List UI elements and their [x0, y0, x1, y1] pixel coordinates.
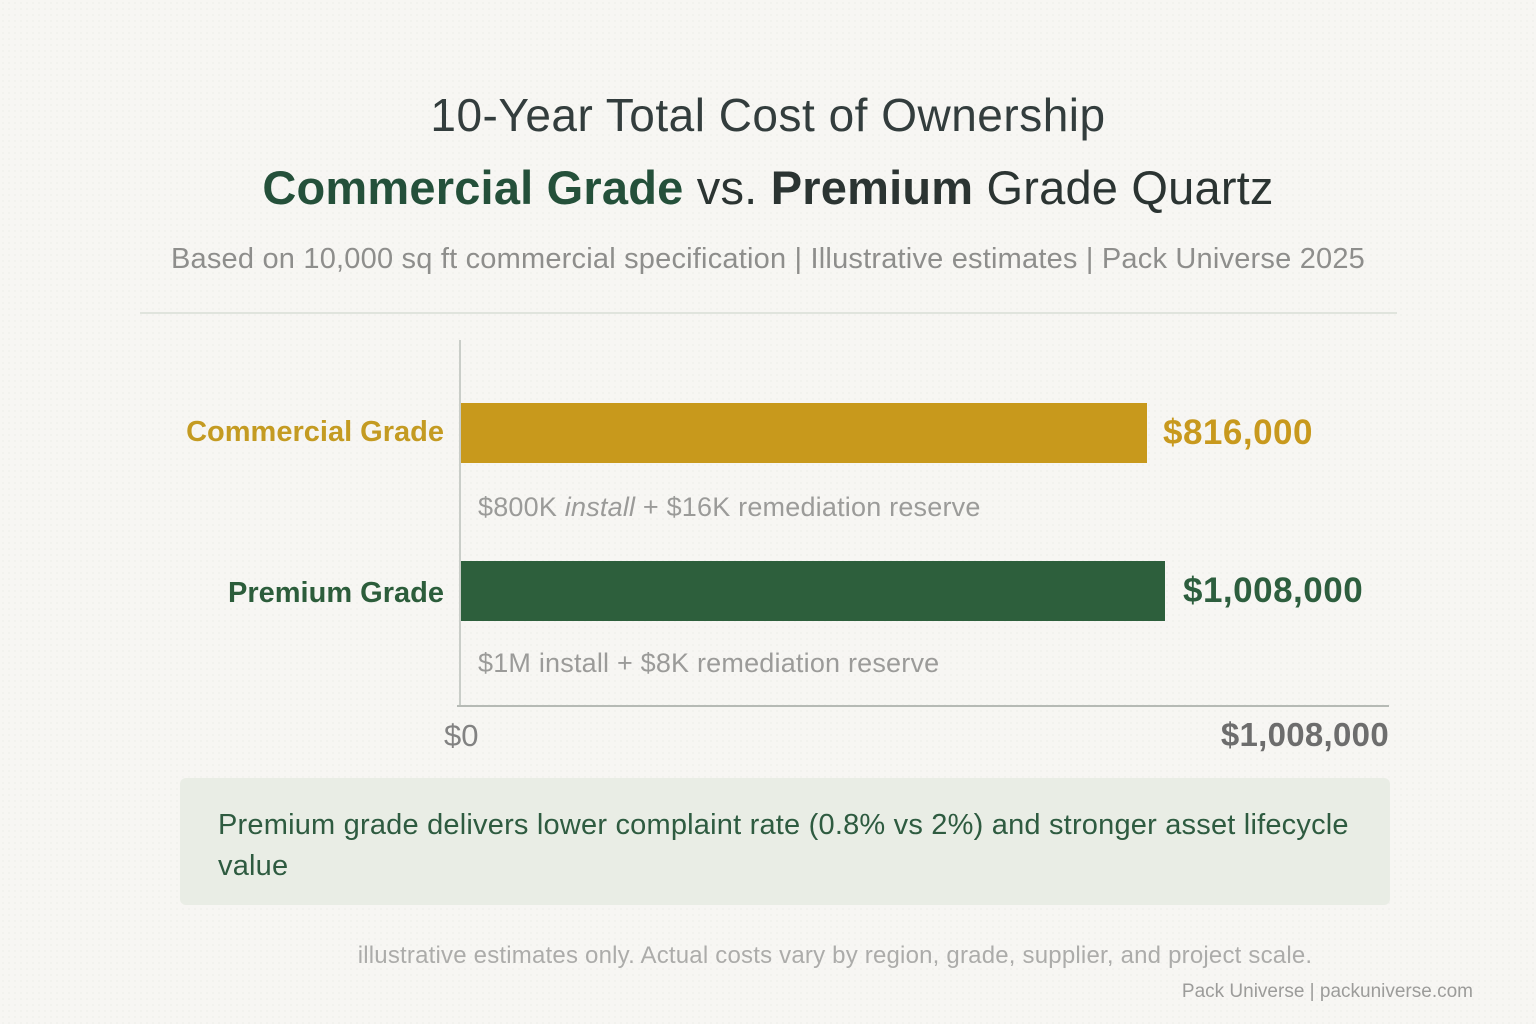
annotation-premium-prefix: $1M install + $8K remediation reserve [478, 648, 940, 678]
key-takeaway-text: Premium grade delivers lower complaint r… [218, 809, 1349, 882]
annotation-commercial-prefix: $800K [478, 492, 565, 522]
page-title: 10-Year Total Cost of Ownership [430, 89, 1106, 141]
annotation-commercial-install: install [564, 492, 636, 522]
annotation-commercial-suffix: + $16K remediation reserve [635, 492, 981, 522]
title-premium: Premium [770, 161, 974, 214]
x-axis-tick-min: $0 [444, 718, 479, 753]
spec-subtitle: Based on 10,000 sq ft commercial specifi… [170, 243, 1366, 275]
disclaimer-text: illustrative estimates only. Actual cost… [357, 942, 1313, 969]
x-axis-tick-max: $1,008,000 [1220, 716, 1389, 753]
brand-footer: Pack Universe | packuniverse.com [1181, 981, 1473, 1002]
annotation-premium: $1M install + $8K remediation reserve [478, 648, 939, 679]
key-takeaway-callout: Premium grade delivers lower complaint r… [180, 778, 1390, 905]
value-label-commercial: $816,000 [1163, 413, 1313, 452]
y-axis-line [459, 340, 461, 707]
title-vs: vs. [683, 161, 771, 214]
annotation-commercial: $800K install + $16K remediation reserve [478, 492, 981, 523]
header-divider [140, 312, 1397, 314]
value-label-premium: $1,008,000 [1183, 571, 1364, 610]
page-subtitle-comparison: Commercial Grade vs. Premium Grade Quart… [0, 160, 1536, 215]
category-label-premium: Premium Grade [228, 577, 444, 609]
bar-commercial-grade [461, 403, 1147, 463]
title-grade-quartz: Grade Quartz [973, 161, 1274, 214]
title-commercial-grade: Commercial Grade [262, 161, 684, 214]
x-axis-line [457, 705, 1389, 707]
category-label-commercial: Commercial Grade [186, 416, 444, 448]
bar-premium-grade [461, 561, 1165, 621]
